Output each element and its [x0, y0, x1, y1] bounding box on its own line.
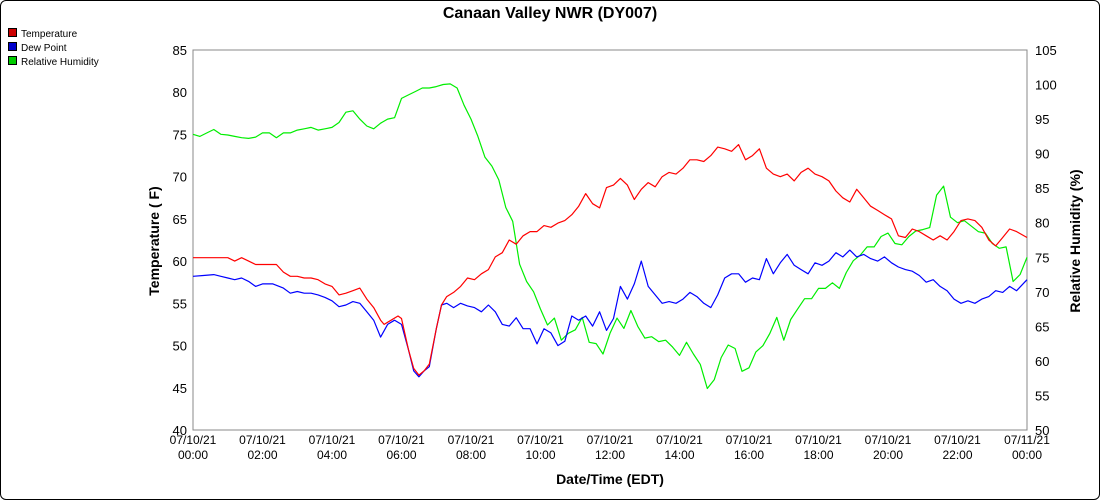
y-tick-label: 50 — [173, 339, 187, 354]
x-tick-label-date: 07/11/21 — [1004, 433, 1050, 447]
series-line-relative-humidity — [192, 83, 1028, 390]
y-tick-label: 65 — [173, 212, 187, 227]
y2-tick-label: 65 — [1035, 319, 1049, 334]
y2-tick-label: 95 — [1035, 112, 1049, 127]
y-tick-label: 40 — [173, 423, 187, 438]
x-tick-label-date: 07/10/21 — [587, 433, 634, 447]
x-axis-label: Date/Time (EDT) — [556, 471, 664, 487]
legend-item-relative-humidity: Relative Humidity — [8, 56, 99, 70]
y2-tick-label: 105 — [1035, 43, 1057, 58]
y-tick-label: 60 — [173, 254, 187, 269]
y-tick-label: 55 — [173, 296, 187, 311]
plot-border — [192, 49, 1028, 431]
legend-swatch-temperature — [8, 28, 17, 37]
x-tick-label-time: 16:00 — [734, 448, 764, 462]
x-tick-label-time: 22:00 — [942, 448, 972, 462]
y-tick-label: 70 — [173, 170, 187, 185]
y2-tick-label: 55 — [1035, 388, 1049, 403]
y-tick-label: 75 — [173, 127, 187, 142]
x-tick-label-date: 07/10/21 — [865, 433, 912, 447]
y2-tick-label: 85 — [1035, 181, 1049, 196]
x-tick-label-time: 04:00 — [317, 448, 347, 462]
x-tick-label-time: 06:00 — [386, 448, 416, 462]
series-line-dew-point — [192, 249, 1028, 378]
series-lines — [192, 83, 1028, 390]
x-tick-label-date: 07/10/21 — [309, 433, 356, 447]
x-tick-label-time: 10:00 — [525, 448, 555, 462]
plot-area — [192, 49, 1028, 431]
y2-tick-label: 80 — [1035, 216, 1049, 231]
x-tick-label-date: 07/10/21 — [934, 433, 981, 447]
legend-label-temperature: Temperature — [21, 29, 78, 40]
y-axis-label: Temperature ( F) — [146, 186, 162, 295]
x-tick-label-time: 20:00 — [873, 448, 903, 462]
chart-title: Canaan Valley NWR (DY007) — [442, 5, 658, 22]
legend-label-relative-humidity: Relative Humidity — [21, 57, 99, 68]
series-line-temperature — [193, 144, 1028, 376]
x-tick-label-date: 07/10/21 — [517, 433, 564, 447]
legend-item-dew-point: Dew Point — [8, 42, 99, 56]
y2-tick-label: 100 — [1035, 78, 1057, 93]
legend-label-dew-point: Dew Point — [21, 43, 67, 54]
y2-axis-label: Relative Humidity (%) — [1067, 169, 1083, 312]
y2-axis-tick-labels: 50 55 60 65 70 75 80 85 90 95 100 105 — [1035, 43, 1057, 438]
x-tick-label-time: 18:00 — [803, 448, 833, 462]
legend-item-temperature: Temperature — [8, 28, 99, 42]
y-tick-label: 80 — [173, 85, 187, 100]
legend-swatch-relative-humidity — [8, 56, 17, 65]
x-tick-label-date: 07/10/21 — [239, 433, 286, 447]
y2-tick-label: 60 — [1035, 354, 1049, 369]
x-tick-label-date: 07/10/21 — [448, 433, 495, 447]
y2-tick-label: 75 — [1035, 250, 1049, 265]
x-tick-label-time: 14:00 — [664, 448, 694, 462]
x-tick-label-date: 07/10/21 — [378, 433, 425, 447]
y2-tick-label: 90 — [1035, 147, 1049, 162]
x-tick-label-time: 12:00 — [595, 448, 625, 462]
x-tick-label-date: 07/10/21 — [170, 433, 217, 447]
chart-legend: Temperature Dew Point Relative Humidity — [8, 28, 99, 70]
y-tick-label: 85 — [173, 43, 187, 58]
x-tick-label-time: 00:00 — [1012, 448, 1042, 462]
y2-tick-label: 50 — [1035, 423, 1049, 438]
x-tick-label-time: 08:00 — [456, 448, 486, 462]
y-tick-label: 45 — [173, 381, 187, 396]
x-tick-label-time: 02:00 — [247, 448, 277, 462]
x-tick-label-date: 07/10/21 — [726, 433, 773, 447]
plot-background — [193, 50, 1027, 430]
x-axis-tick-labels: 07/10/2100:0007/10/2102:0007/10/2104:000… — [170, 433, 1051, 462]
x-tick-label-date: 07/10/21 — [795, 433, 842, 447]
x-tick-label-date: 07/10/21 — [656, 433, 703, 447]
y2-tick-label: 70 — [1035, 285, 1049, 300]
legend-swatch-dew-point — [8, 42, 17, 51]
y-axis-tick-labels: 40 45 50 55 60 65 70 75 80 85 — [173, 43, 187, 438]
x-tick-label-time: 00:00 — [178, 448, 208, 462]
